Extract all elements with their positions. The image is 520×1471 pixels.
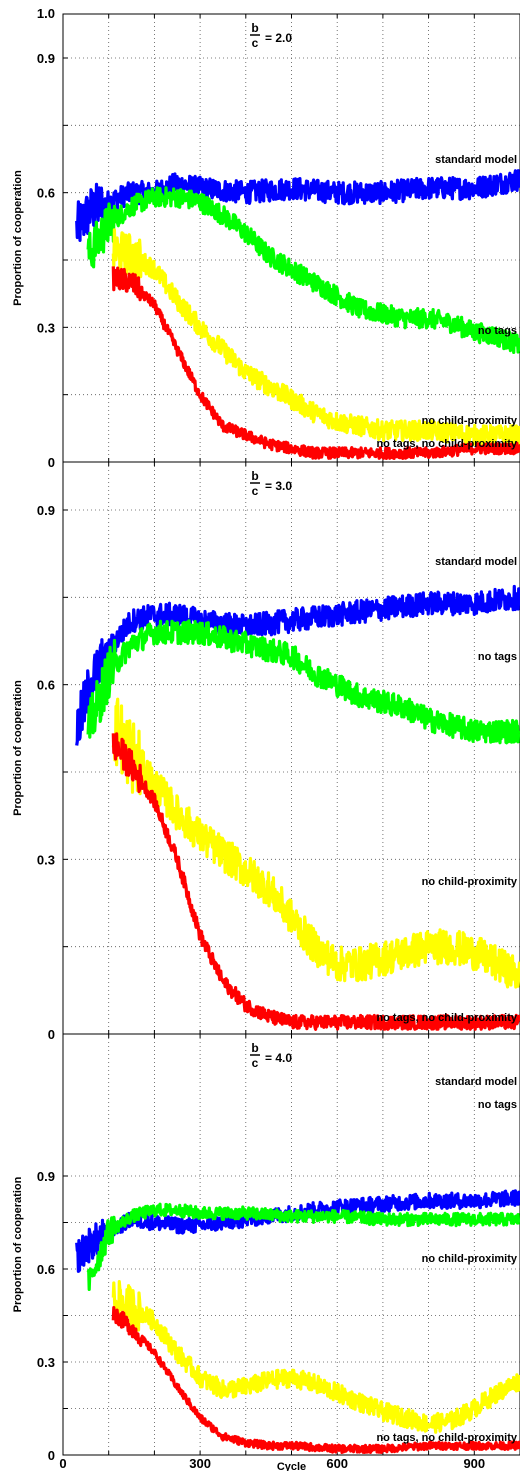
series-line — [111, 732, 520, 1031]
y-tick-label: 0.3 — [37, 320, 55, 335]
series-label: standard model — [435, 1076, 517, 1088]
y-tick-label: 0.6 — [37, 1262, 55, 1277]
series-label: no tags — [478, 325, 517, 337]
y-tick-label: 0.3 — [37, 1355, 55, 1370]
y-tick-label: 0.6 — [37, 186, 55, 201]
series-no-tags-no-child-proximity — [111, 1306, 520, 1454]
x-axis-label: Cycle — [277, 1461, 306, 1471]
series-label: no child-proximity — [422, 1253, 518, 1265]
y-tick-label: 0 — [48, 1448, 55, 1463]
series-label: standard model — [435, 154, 517, 166]
ratio-value: = 4.0 — [265, 1051, 292, 1065]
series-label: standard model — [435, 556, 517, 568]
series-no-tags-no-child-proximity — [111, 732, 520, 1031]
ratio-denominator: c — [252, 484, 259, 498]
series-no-child-proximity — [111, 1280, 520, 1434]
x-tick-label: 0 — [59, 1456, 66, 1471]
ratio-numerator: b — [251, 1041, 258, 1055]
y-axis-label: Proportion of cooperation — [12, 1176, 24, 1312]
series-line — [111, 266, 520, 460]
x-tick-label: 900 — [463, 1456, 485, 1471]
series-line — [111, 228, 520, 447]
series-no-tags — [86, 1202, 520, 1291]
ratio-numerator: b — [251, 21, 258, 35]
ratio-denominator: c — [252, 36, 259, 50]
series-no-tags — [86, 619, 520, 745]
y-tick-label: 0.9 — [37, 51, 55, 66]
series-line — [75, 584, 520, 746]
y-axis-label: Proportion of cooperation — [12, 680, 24, 816]
series-label: no child-proximity — [422, 415, 518, 427]
series-line — [86, 186, 520, 354]
y-tick-label: 0 — [48, 1027, 55, 1042]
series-label: no tags — [478, 651, 517, 663]
y-tick-label: 0.9 — [37, 1169, 55, 1184]
series-label: no tags, no child-proximity — [376, 1012, 517, 1024]
ratio-denominator: c — [252, 1056, 259, 1070]
series-standard-model — [75, 584, 520, 746]
panel-1: standard model no tags no child-proximity n… — [12, 6, 520, 470]
series-label: no tags, no child-proximity — [376, 438, 517, 450]
plot-area — [62, 1033, 520, 1456]
series-line — [86, 619, 520, 745]
x-tick-label: 300 — [189, 1456, 211, 1471]
ratio-value: = 2.0 — [265, 31, 292, 45]
y-axis-label: Proportion of cooperation — [12, 170, 24, 306]
series-line — [111, 697, 520, 989]
y-tick-label: 0.9 — [37, 503, 55, 518]
series-no-tags-no-child-proximity — [111, 266, 520, 460]
ratio-numerator: b — [251, 469, 258, 483]
panel-2: standard model no tags no child-proximity n… — [12, 461, 520, 1042]
x-tick-label: 600 — [326, 1456, 348, 1471]
series-label: no tags, no child-proximity — [376, 1432, 517, 1444]
ratio-value: = 3.0 — [265, 479, 292, 493]
series-no-child-proximity — [111, 228, 520, 447]
series-line — [111, 1280, 520, 1434]
y-tick-label: 1.0 — [37, 6, 55, 21]
y-tick-label: 0 — [48, 455, 55, 470]
y-tick-label: 0.6 — [37, 678, 55, 693]
series-no-tags — [86, 186, 520, 354]
series-no-child-proximity — [111, 697, 520, 989]
y-tick-label: 0.3 — [37, 852, 55, 867]
series-label: no tags — [478, 1099, 517, 1111]
series-label: no child-proximity — [422, 876, 518, 888]
panel-3: standard model no tags no child-proximity n… — [12, 1033, 520, 1471]
series-line — [86, 1202, 520, 1291]
series-line — [111, 1306, 520, 1454]
